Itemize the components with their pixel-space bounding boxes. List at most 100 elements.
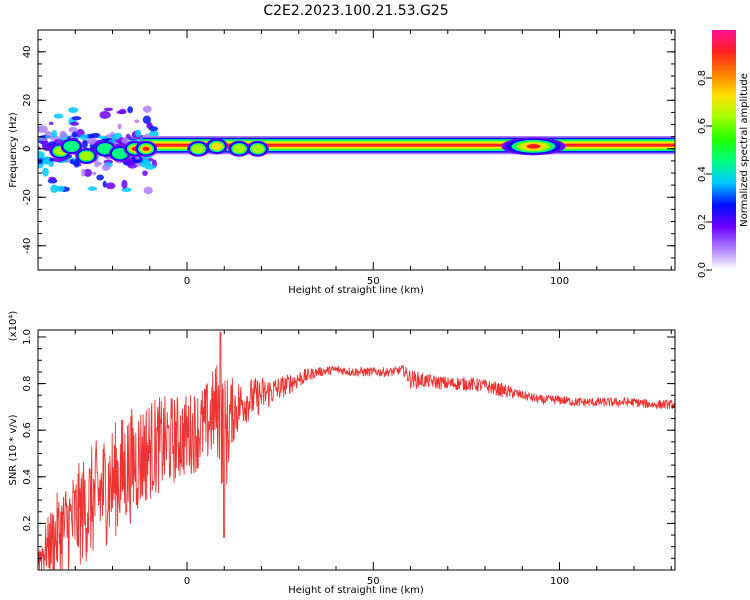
spectrogram-noise-cell (97, 161, 102, 166)
figure-title: C2E2.2023.100.21.53.G25 (263, 3, 448, 19)
spectrogram-noise-cell (103, 107, 114, 112)
spectrogram-noise-cell (71, 116, 82, 121)
spectrogram-noise-cell (81, 168, 86, 177)
colorbar: 0.0 0.2 0.4 0.6 0.8 Normalized spectral ampl… (697, 30, 750, 278)
spectrogram-noise-cell (82, 139, 88, 149)
snr-ticks: 0 50 100 0.2 0.4 0.6 0.8 1.0 (22, 329, 675, 587)
colorbar-ramp (712, 30, 736, 270)
snr-y-tick-label: 0.8 (22, 376, 33, 392)
spectrogram-noise-cell (38, 125, 48, 134)
spectrogram-noise-cell (121, 179, 128, 189)
spectrogram-noise-cell (68, 126, 78, 133)
spectrogram-noise-cell (48, 176, 57, 181)
spectrogram-noise-cell (96, 174, 104, 181)
spectrogram-x-tick-label: 100 (550, 276, 569, 287)
spectrogram-noise-cell (79, 134, 88, 140)
spectrogram-hotspot (97, 143, 114, 155)
snr-plot: 0 50 100 0.2 0.4 0.6 0.8 1.0 Height of straight… (8, 311, 676, 596)
spectrogram-y-tick-label: 20 (22, 94, 33, 107)
spectrogram-band-layer (142, 143, 675, 147)
spectrogram-hotspot (211, 143, 222, 150)
spectrogram-noise-cell (135, 156, 140, 160)
spectrogram-heatmap (38, 105, 675, 195)
spectrogram-noise-cell (50, 184, 59, 193)
spectrogram-noise-cell (142, 170, 148, 176)
snr-series-line (38, 331, 675, 570)
spectrogram-noise-cell (38, 137, 48, 142)
spectrogram-noise-cell (87, 136, 97, 145)
spectrogram-noise-cell (83, 168, 92, 177)
spectrogram-y-tick-label: -40 (22, 238, 33, 254)
spectrogram-x-label: Height of straight line (km) (288, 285, 424, 296)
spectrogram-noise-cell (45, 157, 51, 165)
snr-frame (37, 329, 676, 571)
spectrogram-noise-cell (140, 161, 147, 168)
spectrogram-hotspot (63, 140, 80, 153)
snr-y-tick-label: 0.4 (22, 469, 33, 485)
snr-x-label: Height of straight line (km) (288, 585, 424, 596)
spectrogram-y-label: Frequency (Hz) (8, 112, 19, 188)
colorbar-tick-label: 0.2 (697, 214, 708, 230)
spectrogram-noise-cell (101, 164, 111, 171)
spectrogram-noise-cell (134, 119, 140, 123)
colorbar-tick-label: 0.0 (697, 262, 708, 278)
snr-x-tick-label: 50 (367, 576, 380, 587)
spectrogram-noise-cell (148, 126, 159, 132)
spectrogram-y-tick-label: 40 (22, 45, 33, 58)
snr-x-tick-label: 0 (184, 576, 190, 587)
spectrogram-noise-cell (146, 122, 153, 126)
spectrogram-noise-cell (142, 105, 152, 113)
spectrogram-hotspot (142, 146, 150, 151)
colorbar-tick-label: 0.4 (697, 166, 708, 182)
spectrogram-noise-cell (53, 113, 64, 119)
snr-y-tick-label: 1.0 (22, 329, 33, 345)
spectrogram-x-tick-label: 0 (184, 276, 190, 287)
spectrogram-noise-cell (94, 159, 100, 168)
spectrogram-noise-cell (134, 129, 142, 138)
spectrogram-noise-cell (105, 182, 116, 190)
spectrogram-hotspot (111, 147, 128, 160)
spectrogram-noise-cell (44, 134, 50, 139)
spectrogram-noise-cell (72, 131, 78, 138)
spectrogram-noise-cell (144, 164, 156, 170)
spectrogram-noise-cell (142, 115, 152, 124)
spectrogram-hotspot (79, 151, 93, 161)
spectrogram-noise-cell (48, 121, 54, 125)
colorbar-label: Normalized spectral amplitude (739, 73, 750, 227)
snr-y-label: SNR (10 * v/v) (8, 414, 19, 485)
spectrogram-noise-cell (68, 107, 79, 113)
spectrogram-frame (37, 29, 676, 271)
spectrogram-plot: 0 50 100 -40 -20 0 20 40 Height of straight lin… (8, 29, 676, 296)
spectrogram-hotspot (251, 144, 265, 154)
spectrogram-noise-cell (92, 171, 97, 176)
spectrogram-hotspot (232, 144, 246, 154)
spectrogram-hotspot (526, 144, 541, 149)
snr-y-multiplier: (x10⁴) (8, 311, 19, 342)
spectrogram-noise-cell (59, 130, 67, 139)
spectrogram-noise-cell (121, 137, 131, 144)
spectrogram-noise-cell (99, 111, 111, 119)
spectrogram-noise-cell (51, 130, 58, 138)
snr-x-tick-label: 100 (550, 576, 569, 587)
spectrogram-noise-cell (117, 123, 122, 130)
spectrogram-y-tick-label: 0 (22, 146, 33, 152)
spectrogram-noise-cell (87, 186, 98, 191)
spectrogram-ticks: 0 50 100 -40 -20 0 20 40 (22, 30, 675, 287)
spectrogram-noise-cell (98, 135, 108, 140)
spectrogram-noise-cell (118, 108, 127, 115)
spectrogram-noise-cell (127, 106, 134, 114)
colorbar-tick-label: 0.6 (697, 118, 708, 134)
spectrogram-noise-cell (131, 155, 143, 164)
spectrogram-noise-cell (127, 163, 137, 169)
spectrogram-x-tick-label: 50 (367, 276, 380, 287)
spectrogram-noise-cell (42, 167, 49, 177)
spectrogram-noise-cell (143, 186, 153, 195)
spectrogram-hotspot (191, 144, 205, 154)
spectrogram-noise-cell (87, 133, 95, 139)
snr-y-tick-label: 0.2 (22, 515, 33, 531)
colorbar-tick-label: 0.8 (697, 70, 708, 86)
spectrogram-noise-cell (38, 150, 45, 159)
spectrogram-y-tick-label: -20 (22, 189, 33, 205)
snr-y-tick-label: 0.6 (22, 422, 33, 438)
